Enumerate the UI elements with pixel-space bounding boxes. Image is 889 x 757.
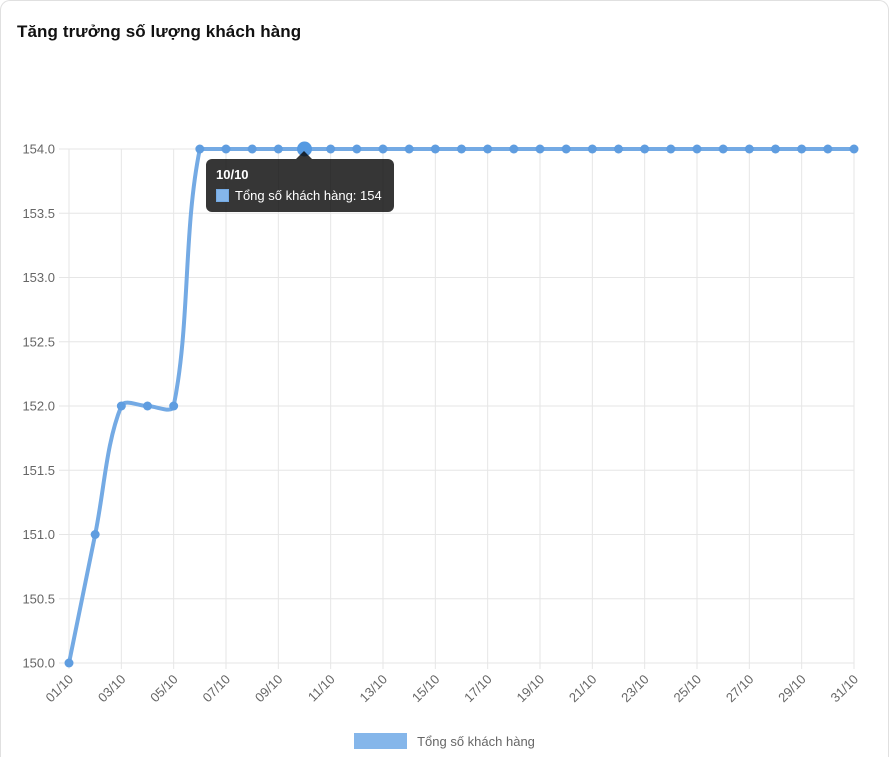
data-point[interactable] — [90, 530, 100, 539]
x-tick-label: 07/10 — [200, 672, 234, 706]
data-point[interactable] — [771, 144, 780, 154]
x-tick-label: 13/10 — [357, 672, 391, 706]
x-tick-label: 15/10 — [409, 672, 443, 706]
x-tick-label: 31/10 — [828, 672, 862, 706]
x-tick-label: 19/10 — [514, 672, 548, 706]
y-tick-label: 151.5 — [22, 463, 55, 478]
data-point[interactable] — [221, 144, 231, 154]
data-point[interactable] — [247, 144, 257, 154]
data-point[interactable] — [273, 144, 283, 154]
data-point[interactable] — [666, 144, 676, 154]
data-point[interactable] — [116, 401, 126, 411]
y-tick-label: 152.0 — [22, 399, 55, 414]
active-data-point[interactable] — [297, 141, 312, 157]
x-tick-label: 23/10 — [618, 672, 652, 706]
data-point[interactable] — [169, 401, 179, 411]
data-point[interactable] — [326, 144, 336, 154]
data-point[interactable] — [823, 144, 833, 154]
y-tick-label: 150.5 — [22, 591, 55, 606]
y-tick-label: 152.5 — [22, 334, 55, 349]
legend-color-swatch — [354, 733, 408, 749]
x-tick-label: 25/10 — [671, 672, 705, 706]
x-tick-label: 09/10 — [252, 672, 286, 706]
y-tick-label: 151.0 — [22, 527, 55, 542]
data-point[interactable] — [587, 144, 597, 154]
data-point[interactable] — [561, 144, 571, 154]
x-tick-label: 03/10 — [95, 672, 129, 706]
data-point[interactable] — [457, 144, 466, 154]
data-point[interactable] — [640, 144, 650, 154]
data-point[interactable] — [378, 144, 388, 154]
y-tick-label: 150.0 — [22, 656, 55, 671]
x-tick-label: 05/10 — [147, 672, 181, 706]
data-point[interactable] — [352, 144, 362, 154]
data-point[interactable] — [64, 658, 74, 668]
data-point[interactable] — [430, 144, 440, 154]
data-point[interactable] — [509, 144, 519, 154]
x-tick-label: 01/10 — [43, 672, 77, 706]
legend-label: Tổng số khách hàng — [417, 733, 535, 749]
data-point[interactable] — [483, 144, 493, 154]
chart-legend-item[interactable]: Tổng số khách hàng — [1, 733, 888, 749]
x-tick-label: 11/10 — [305, 672, 338, 705]
data-point[interactable] — [797, 144, 807, 154]
data-point[interactable] — [535, 144, 545, 154]
x-tick-label: 27/10 — [723, 672, 757, 706]
y-tick-label: 154.0 — [22, 142, 55, 157]
data-point[interactable] — [614, 144, 623, 154]
data-point[interactable] — [143, 401, 152, 411]
data-point[interactable] — [404, 144, 414, 154]
x-tick-label: 17/10 — [461, 672, 495, 706]
data-point[interactable] — [744, 144, 754, 154]
page-title: Tăng trưởng số lượng khách hàng — [17, 22, 302, 41]
y-tick-label: 153.5 — [22, 206, 55, 221]
data-point[interactable] — [195, 144, 205, 154]
x-tick-label: 21/10 — [566, 672, 600, 706]
data-point[interactable] — [718, 144, 728, 154]
x-tick-label: 29/10 — [775, 672, 809, 706]
data-point[interactable] — [849, 144, 859, 154]
y-tick-label: 153.0 — [22, 270, 55, 285]
data-point[interactable] — [692, 144, 702, 154]
